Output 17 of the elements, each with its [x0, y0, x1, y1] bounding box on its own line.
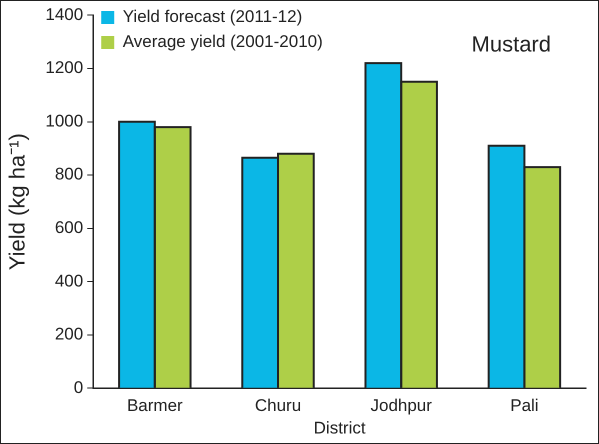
x-tick-label: Pali — [510, 396, 539, 416]
y-tick-label: 600 — [54, 218, 84, 238]
legend-label: Average yield (2001-2010) — [122, 32, 323, 52]
y-tick-label: 1000 — [45, 111, 84, 130]
y-tick-label: 200 — [54, 324, 84, 344]
legend-label: Yield forecast (2011-12) — [122, 7, 302, 26]
y-axis-title: Yield (kg ha⁻¹) — [4, 133, 30, 270]
x-axis-title: District — [314, 418, 366, 438]
x-tick-label: Churu — [254, 396, 302, 416]
y-tick-label: 1400 — [45, 4, 84, 24]
x-tick-label: Jodhpur — [370, 396, 432, 416]
y-tick-label: 0 — [74, 378, 84, 397]
x-tick-label: Barmer — [126, 396, 184, 416]
y-tick-label: 1200 — [45, 58, 84, 78]
y-tick-label: 800 — [54, 164, 84, 184]
annotation: Mustard — [472, 31, 551, 56]
y-tick-label: 400 — [54, 271, 84, 290]
